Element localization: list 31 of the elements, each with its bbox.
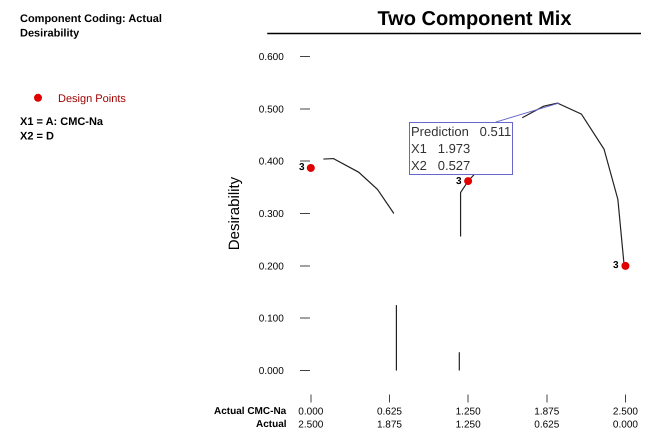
x2-axis-title: Actual: [256, 419, 287, 430]
x2-tick-label: 0.000: [612, 420, 638, 431]
text: Component Coding: Actual Desirability: [20, 13, 162, 40]
y-tick-label: 0.200: [258, 261, 284, 272]
y-tick-label: 0.600: [258, 52, 284, 63]
x-tick-label: 0.625: [376, 406, 402, 418]
legend-label: Design Points: [58, 93, 126, 106]
annotation: 3: [613, 260, 619, 271]
point: [306, 164, 315, 172]
y-tick-label: 0.300: [258, 209, 284, 220]
x2-tick-label: 1.875: [376, 420, 402, 431]
point: [464, 177, 472, 186]
annotation: Prediction 0.511 X1 1.973 X2 0.527: [411, 124, 512, 173]
x-tick-label: 2.500: [612, 406, 638, 418]
point: [621, 262, 630, 270]
x2-tick-label: 0.625: [534, 420, 560, 431]
x-tick-label: 0.000: [298, 406, 324, 418]
x2-tick-label: 2.500: [298, 420, 324, 431]
x2-tick-label: 1.250: [456, 420, 482, 431]
y-tick-label: 0.400: [258, 156, 284, 168]
text: X1 = A: CMC-Na X2 = D: [20, 116, 104, 142]
annotation: 3: [456, 176, 462, 187]
annotation: 3: [299, 162, 305, 173]
x-tick-label: 1.875: [534, 406, 560, 418]
y-tick-label: 0.100: [258, 314, 284, 325]
x-axis-title: Actual CMC-Na: [214, 406, 287, 417]
y-tick-label: 0.000: [258, 366, 284, 378]
y-axis-title: Desirability: [226, 176, 244, 250]
chart-title: Two Component Mix: [377, 8, 572, 30]
x-tick-label: 1.250: [456, 406, 482, 418]
y-tick-label: 0.500: [258, 104, 284, 116]
